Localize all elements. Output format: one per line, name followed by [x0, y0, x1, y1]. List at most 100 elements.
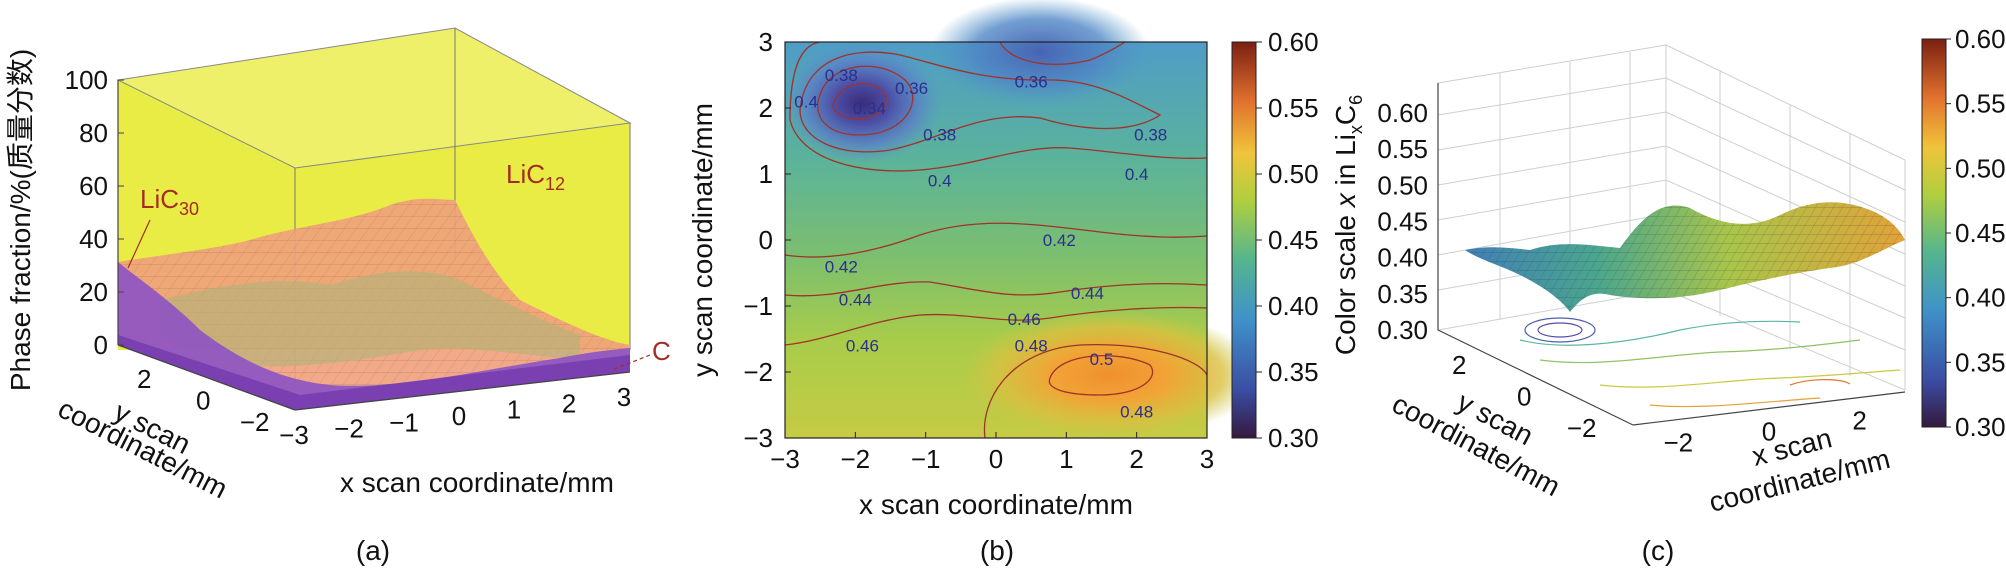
x-tick-label: 1 [1059, 444, 1073, 474]
contour-036-left [817, 65, 914, 136]
colorbar-tick-label: 0.30 [1955, 412, 2006, 442]
z-tick-label: 0.45 [1377, 207, 1428, 237]
contour-label: 0.38 [923, 125, 956, 144]
colorbar-tick-label: 0.35 [1268, 357, 1319, 387]
z-tick-label: 0.30 [1377, 315, 1428, 345]
colorbar-tick-label: 0.35 [1955, 347, 2006, 377]
a-z-axis-label: Phase fraction/%(质量分数) [5, 49, 36, 391]
lic12-bands [160, 270, 580, 367]
colorbar-ticks: 0.60 0.55 0.50 0.45 0.40 0.35 0.30 [1256, 27, 1319, 453]
contour-042 [784, 222, 1208, 258]
z-tick-label: 40 [79, 224, 108, 254]
contour-label: 0.48 [1015, 337, 1048, 356]
contour-label: 0.42 [825, 257, 858, 276]
z-tick-label: 80 [79, 118, 108, 148]
y-tick-label: 2 [759, 93, 773, 123]
x-tick-label: 0 [1762, 417, 1776, 447]
floor-contour-7 [1649, 397, 1821, 408]
z-tick-label: 0.35 [1377, 279, 1428, 309]
x-ticks: −3 −2 −1 0 1 2 3 [770, 432, 1214, 474]
contour-label: 0.46 [846, 337, 879, 356]
y-tick-label: −1 [743, 291, 773, 321]
phase-label-lic30: LiC30 [140, 184, 199, 219]
y-tick-label: 2 [137, 364, 151, 394]
x-axis-line [294, 371, 631, 411]
x-tick-label: 2 [1129, 444, 1143, 474]
colorbar-tick-label: 0.50 [1955, 153, 2006, 183]
zlabel-sub2: 6 [1346, 95, 1366, 105]
z-tick-label: 0.40 [1377, 243, 1428, 273]
contour-label: 0.4 [928, 172, 952, 191]
panel-label-a: (a) [356, 535, 390, 566]
z-tick-label: 0.50 [1377, 170, 1428, 200]
z-tick-label: 100 [65, 65, 108, 95]
c-z-axis-label: Color scale x in LixC6 [1330, 95, 1366, 355]
phase-name: LiC [140, 184, 179, 214]
zlabel-mid: in Li [1330, 134, 1361, 193]
contour-038 [799, 51, 1162, 153]
colorbar-tick-label: 0.55 [1268, 93, 1319, 123]
colorbar-tick-label: 0.45 [1955, 218, 2006, 248]
y-tick-label: 1 [759, 159, 773, 189]
x-tick-label: −2 [841, 444, 871, 474]
contour-label: 0.4 [794, 92, 818, 111]
colorbar-tick-label: 0.60 [1268, 27, 1319, 57]
colorbar-tick-label: 0.40 [1268, 291, 1319, 321]
contour-lines [784, 41, 1208, 439]
x-tick-label: −2 [1664, 428, 1694, 458]
y-ticks: 2 0 −2 [137, 364, 269, 437]
y-tick-label: −2 [743, 357, 773, 387]
y-ticks: 2 0 −2 [1452, 350, 1596, 443]
x-tick-label: 3 [617, 382, 631, 412]
c-colorbar [1921, 38, 1947, 428]
y-axis-line [117, 344, 296, 411]
z-tick-label: 0.55 [1377, 134, 1428, 164]
x-tick-label: −3 [279, 420, 309, 450]
phase-name: LiC [506, 159, 545, 189]
z-tick-label: 60 [79, 171, 108, 201]
floor-contour-2 [1537, 322, 1583, 338]
contour-040 [789, 41, 1208, 172]
contour-label: 0.46 [1008, 310, 1041, 329]
y-tick-label: 0 [1517, 382, 1531, 412]
floor-contour-4 [1539, 339, 1861, 364]
x-tick-label: 2 [1852, 406, 1866, 436]
phase-subscript: 30 [179, 199, 199, 219]
phase-label-c: C [652, 336, 671, 366]
x-tick-label: 0 [989, 444, 1003, 474]
zlabel-sub1: x [1346, 125, 1366, 134]
x-ticks: −2 0 2 [1664, 406, 1867, 458]
y-tick-label: 0 [196, 386, 210, 416]
x-tick-label: −3 [770, 444, 800, 474]
colorbar-tick-label: 0.40 [1955, 283, 2006, 313]
y-tick-label: −2 [1567, 413, 1597, 443]
contour-label: 0.5 [1090, 350, 1114, 369]
c-floor-contours [1519, 317, 1901, 408]
contour-label: 0.36 [1015, 73, 1048, 92]
panel-b: 0.38 0.36 0.4 0.34 0.36 0.38 0.38 0.4 0.4 0.42 0.4… [687, 0, 1319, 566]
contour-label: 0.4 [1125, 165, 1149, 184]
colorbar-ticks: 0.60 0.55 0.50 0.45 0.40 0.35 0.30 [1946, 24, 2006, 442]
min-region-a [782, 43, 942, 163]
panel-c: 0.60 0.55 0.50 0.45 0.40 0.35 0.30 −2 0 2 2 0 −2 C… [1330, 24, 2006, 566]
z-ticks: 0.60 0.55 0.50 0.45 0.40 0.35 0.30 [1377, 98, 1428, 345]
zlabel-c: C [1330, 105, 1361, 125]
contour-labels: 0.38 0.36 0.4 0.34 0.36 0.38 0.38 0.4 0.4 0.42 0.4… [794, 66, 1167, 422]
colorbar-tick-label: 0.30 [1268, 423, 1319, 453]
floor-contour-5 [1599, 369, 1901, 388]
colorbar-tick-label: 0.60 [1955, 24, 2006, 54]
c-x-axis-line [1632, 391, 1906, 426]
x-tick-label: 0 [452, 401, 466, 431]
x-tick-label: 1 [507, 395, 521, 425]
x-tick-label: 2 [562, 388, 576, 418]
contour-050 [1048, 354, 1154, 396]
c-back-wall-right [1665, 44, 1906, 391]
x-ticks: −3 −2 −1 0 1 2 3 [279, 382, 631, 450]
floor-contour-1 [1524, 317, 1596, 343]
panel-label-c: (c) [1642, 535, 1675, 566]
z-ticks: 0 20 40 60 80 100 [65, 65, 124, 360]
b-x-axis-label: x scan coordinate/mm [859, 489, 1133, 520]
colorbar-tick-label: 0.55 [1955, 89, 2006, 119]
